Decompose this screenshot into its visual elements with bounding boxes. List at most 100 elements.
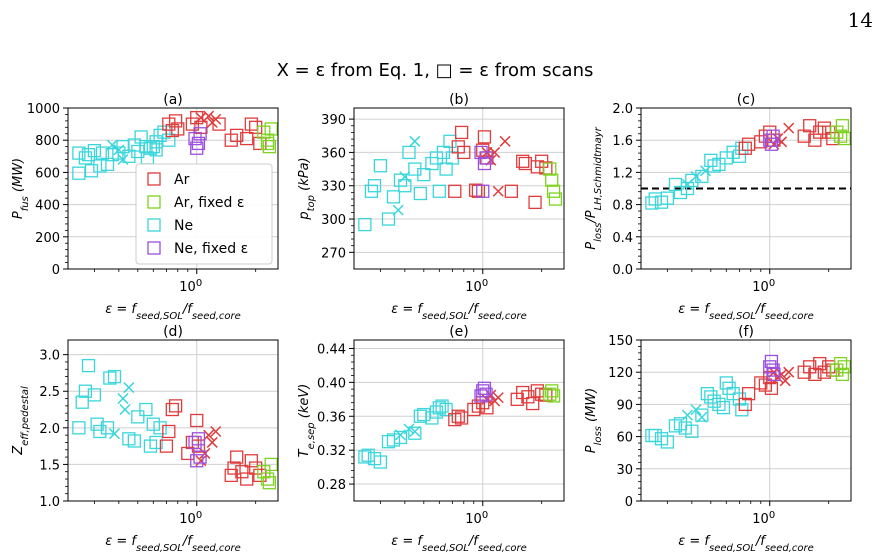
data-point [191, 439, 206, 453]
data-point [476, 384, 490, 398]
data-point [193, 127, 207, 141]
x-tick-label: 100 [465, 510, 488, 528]
data-point [660, 191, 675, 205]
data-point [432, 184, 446, 198]
y-axis-label: Ploss/PLH,Schmidtmayr [584, 126, 604, 249]
data-point [240, 131, 254, 146]
data-point [381, 212, 396, 226]
data-point [162, 424, 176, 439]
data-point [680, 181, 695, 196]
data-point [516, 154, 530, 168]
y-tick-label: 90 [616, 398, 633, 413]
data-point [107, 369, 122, 384]
data-point [435, 399, 449, 413]
data-point-stroke [203, 110, 215, 122]
data-point [712, 397, 726, 412]
chart-panel: 0.28 0.32 0.36 0.40 0.44 100 (e) ε = fseed,SOL/… [297, 324, 565, 554]
data-point [139, 402, 153, 417]
data-point [813, 356, 827, 371]
legend: Ar Ar, fixed ε Ne Ne, fixed ε [135, 163, 273, 265]
y-tick-label: 2.0 [39, 422, 60, 437]
data-point [432, 401, 446, 415]
y-tick-label: 300 [321, 213, 346, 228]
data-point [264, 122, 278, 136]
data-point-stroke [210, 425, 222, 438]
y-tick-label: 1.5 [39, 458, 60, 473]
legend-entry: Ne, fixed ε [174, 241, 248, 257]
data-point [492, 185, 504, 197]
data-point [206, 436, 218, 448]
y-tick-label: 270 [321, 246, 346, 261]
data-point [199, 447, 211, 459]
data-point [783, 366, 795, 378]
y-tick-label: 800 [35, 134, 60, 149]
data-point [685, 173, 699, 188]
plot-frame [353, 107, 565, 270]
data-point [159, 439, 174, 453]
data-point [417, 167, 431, 182]
x-axis-label: ε = fseed,SOL/fseed,core [678, 534, 814, 554]
panel-title: (d) [163, 324, 183, 340]
data-point [690, 404, 702, 416]
data-point-stroke [403, 423, 415, 435]
y-tick-label: 30 [616, 463, 633, 478]
data-point [543, 387, 557, 401]
legend-entry: Ne [174, 218, 193, 234]
data-point [645, 196, 659, 210]
data-point [253, 468, 267, 483]
data-point [467, 402, 481, 417]
data-point [454, 125, 469, 140]
plot-frame [640, 107, 852, 270]
data-point [386, 433, 401, 447]
data-point [190, 413, 204, 428]
data-point [127, 434, 141, 448]
data-point [87, 144, 102, 158]
data-point [373, 455, 388, 469]
plot-frame [67, 107, 279, 270]
data-point [546, 184, 561, 198]
data-point [526, 396, 540, 411]
data-point [240, 472, 254, 486]
data-point [193, 450, 207, 464]
y-tick-label: 1.6 [612, 134, 633, 149]
x-tick-label: 100 [179, 278, 202, 296]
data-point-stroke [203, 429, 215, 441]
data-point [113, 144, 125, 156]
data-point-stroke [195, 112, 207, 124]
data-point [535, 154, 549, 168]
panel-title: (b) [449, 92, 469, 108]
data-point-stroke [117, 153, 129, 166]
data-point-stroke [119, 403, 131, 416]
data-point-stroke [783, 122, 795, 134]
data-point [157, 125, 171, 139]
y-tick-label: 0.44 [317, 342, 346, 357]
data-point [108, 428, 121, 440]
data-point [673, 185, 688, 200]
data-point [139, 139, 153, 154]
data-point-stroke [195, 455, 207, 467]
data-point [392, 204, 404, 216]
data-point-stroke [206, 436, 218, 448]
legend-marker [147, 241, 161, 255]
data-point [673, 417, 688, 431]
data-point-stroke [489, 146, 501, 158]
y-axis-label: Te,sep (keV) [297, 384, 317, 458]
data-point [262, 476, 277, 490]
data-point [776, 368, 788, 380]
x-tick-label: 100 [465, 278, 488, 296]
data-point [149, 143, 163, 157]
data-point [93, 159, 107, 173]
y-tick-label: 0.36 [317, 410, 346, 425]
data-point [257, 465, 271, 479]
data-point [203, 110, 215, 122]
data-point-stroke [394, 429, 407, 441]
data-point [260, 136, 275, 151]
data-point [106, 139, 118, 151]
chart-panel: 0 30 60 90 120 150 100 (f) ε = fseed,SOL/fseed,c… [584, 324, 852, 554]
y-tick-label: 2.5 [39, 385, 60, 400]
y-tick-label: 0.0 [612, 263, 633, 278]
y-tick-label: 360 [321, 146, 346, 161]
data-point [402, 145, 416, 160]
data-point [776, 136, 788, 148]
x-axis-label: ε = fseed,SOL/fseed,core [391, 302, 527, 322]
